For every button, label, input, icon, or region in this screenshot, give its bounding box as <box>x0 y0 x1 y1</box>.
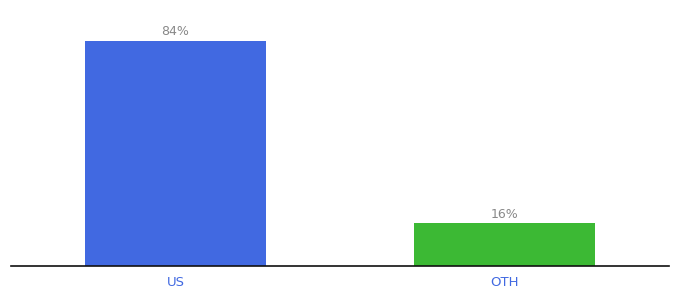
Bar <box>85 40 266 266</box>
Text: 84%: 84% <box>162 25 190 38</box>
Bar <box>414 223 595 266</box>
Text: 16%: 16% <box>490 208 518 220</box>
